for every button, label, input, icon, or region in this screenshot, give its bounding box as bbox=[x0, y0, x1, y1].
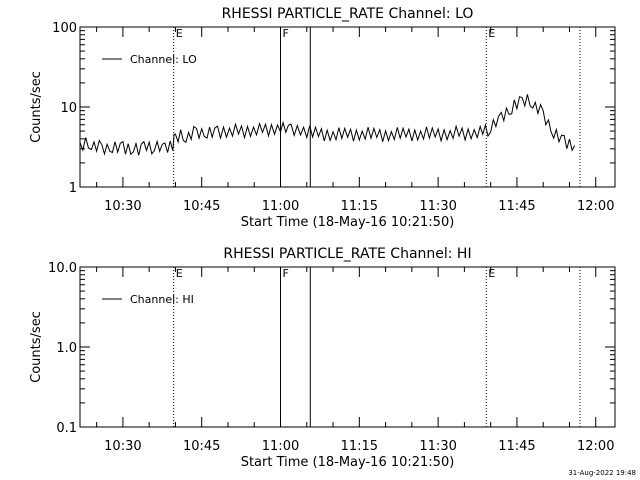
series-line bbox=[79, 94, 576, 156]
y-tick-label: 1.0 bbox=[56, 341, 77, 356]
plot-frame bbox=[79, 266, 616, 428]
x-tick-label: 11:45 bbox=[498, 439, 535, 454]
x-tick-label: 10:30 bbox=[104, 199, 141, 214]
event-marker-label: E bbox=[488, 27, 495, 40]
x-axis-label: Start Time (18-May-16 10:21:50) bbox=[241, 455, 455, 470]
x-tick-label: 12:00 bbox=[577, 439, 614, 454]
x-tick-label: 11:00 bbox=[262, 199, 299, 214]
x-tick-label: 11:00 bbox=[262, 439, 299, 454]
x-axis-label: Start Time (18-May-16 10:21:50) bbox=[241, 215, 455, 230]
event-marker-label: E bbox=[488, 267, 495, 280]
y-axis-label: Counts/sec bbox=[29, 71, 44, 143]
x-tick-label: 11:30 bbox=[419, 439, 456, 454]
x-tick-label: 10:45 bbox=[183, 439, 220, 454]
x-tick-label: 10:30 bbox=[104, 439, 141, 454]
x-tick-label: 11:15 bbox=[341, 439, 378, 454]
y-axis-label: Counts/sec bbox=[29, 311, 44, 383]
x-tick-label: 12:00 bbox=[577, 199, 614, 214]
x-tick-label: 11:15 bbox=[341, 199, 378, 214]
y-tick-label: 0.1 bbox=[56, 421, 77, 436]
y-tick-label: 10.0 bbox=[48, 261, 77, 276]
chart-title: RHESSI PARTICLE_RATE Channel: LO bbox=[222, 6, 474, 22]
footer-stamp: 31-Aug-2022 19:48 bbox=[568, 469, 636, 477]
plot-frame bbox=[79, 26, 616, 188]
chart-title: RHESSI PARTICLE_RATE Channel: HI bbox=[223, 246, 471, 262]
x-tick-label: 11:45 bbox=[498, 199, 535, 214]
event-marker-label: F bbox=[283, 27, 289, 40]
legend-label: Channel: HI bbox=[130, 293, 194, 306]
event-marker-label: E bbox=[176, 27, 183, 40]
y-tick-label: 100 bbox=[52, 21, 77, 36]
legend-label: Channel: LO bbox=[130, 53, 197, 66]
y-tick-label: 10 bbox=[60, 101, 77, 116]
x-tick-label: 10:45 bbox=[183, 199, 220, 214]
y-tick-label: 1 bbox=[69, 181, 77, 196]
event-marker-label: E bbox=[176, 267, 183, 280]
x-tick-label: 11:30 bbox=[419, 199, 456, 214]
event-marker-label: F bbox=[283, 267, 289, 280]
